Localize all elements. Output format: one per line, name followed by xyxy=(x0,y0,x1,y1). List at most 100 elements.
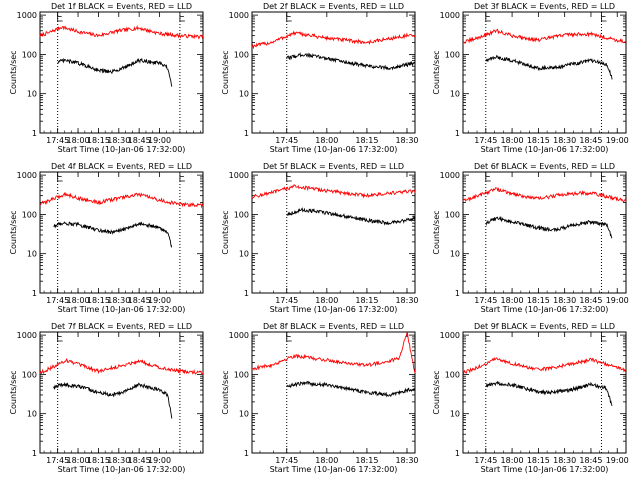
x-tick-label: 18:15 xyxy=(527,136,550,145)
x-tick-label: 18:30 xyxy=(107,136,130,145)
plot-frame xyxy=(39,331,204,454)
x-tick-label: 18:45 xyxy=(579,456,602,465)
chart-panel-2: Det 2f BLACK = Events, RED = LLD 1 10 100 10… xyxy=(221,2,419,154)
y-axis-label: Counts/sec xyxy=(432,50,441,94)
y-tick-label: 1 xyxy=(244,449,249,458)
x-tick-label: 18:00 xyxy=(67,136,90,145)
x-tick-label: 18:45 xyxy=(128,296,151,305)
chart-panel-4: Det 4f BLACK = Events, RED = LLD 1 10 100 10… xyxy=(9,162,204,314)
y-tick-label: 1000 xyxy=(229,11,249,20)
x-axis-label: Start Time (10-Jan-06 17:32:00) xyxy=(58,305,186,314)
series-line-lld xyxy=(462,28,627,45)
series-line-events xyxy=(57,57,173,87)
flag-mark xyxy=(485,11,491,22)
chart-panel-3: Det 3f BLACK = Events, RED = LLD 1 10 100 10… xyxy=(432,2,629,154)
x-tick-label: 18:00 xyxy=(315,136,338,145)
chart-title: Det 8f BLACK = Events, RED = LLD xyxy=(263,322,404,331)
y-tick-label: 10 xyxy=(450,410,460,419)
flag-mark xyxy=(601,171,607,182)
flag-mark xyxy=(485,331,491,342)
x-axis-label: Start Time (10-Jan-06 17:32:00) xyxy=(481,305,609,314)
series-line-lld xyxy=(251,332,416,374)
x-tick-label: 18:30 xyxy=(395,296,418,305)
chart-panel-6: Det 6f BLACK = Events, RED = LLD 1 10 100 10… xyxy=(432,162,629,314)
series-line-events xyxy=(485,215,613,239)
x-tick-label: 19:00 xyxy=(606,136,629,145)
y-axis-label: Counts/sec xyxy=(9,210,18,254)
x-tick-label: 18:45 xyxy=(128,136,151,145)
x-tick-label: 17:45 xyxy=(474,296,497,305)
chart-panel-8: Det 8f BLACK = Events, RED = LLD 1 10 100 10… xyxy=(221,322,419,474)
flag-mark xyxy=(179,331,185,342)
plot-frame xyxy=(462,331,627,454)
series-line-events xyxy=(286,207,416,226)
x-tick-label: 18:00 xyxy=(315,296,338,305)
x-tick-label: 18:00 xyxy=(67,456,90,465)
plot-frame xyxy=(462,11,627,134)
x-tick-label: 18:45 xyxy=(579,136,602,145)
x-tick-label: 18:15 xyxy=(527,296,550,305)
y-tick-label: 100 xyxy=(234,210,249,219)
x-tick-label: 19:00 xyxy=(606,296,629,305)
flag-mark xyxy=(179,171,185,182)
x-tick-label: 18:15 xyxy=(87,136,110,145)
series-line-lld xyxy=(462,187,627,203)
x-tick-label: 18:45 xyxy=(128,456,151,465)
series-line-events xyxy=(53,381,173,419)
x-tick-label: 17:45 xyxy=(275,296,298,305)
x-tick-label: 18:30 xyxy=(553,456,576,465)
y-tick-label: 1 xyxy=(244,289,249,298)
chart-panel-9: Det 9f BLACK = Events, RED = LLD 1 10 100 10… xyxy=(432,322,629,474)
y-tick-label: 100 xyxy=(22,210,37,219)
chart-title: Det 2f BLACK = Events, RED = LLD xyxy=(263,2,404,11)
y-tick-label: 100 xyxy=(234,370,249,379)
y-tick-label: 10 xyxy=(27,250,37,259)
x-tick-label: 18:15 xyxy=(87,296,110,305)
x-tick-label: 18:15 xyxy=(355,296,378,305)
x-axis-label: Start Time (10-Jan-06 17:32:00) xyxy=(270,305,398,314)
series-line-events xyxy=(485,54,613,80)
x-tick-label: 18:00 xyxy=(501,136,524,145)
y-tick-label: 1 xyxy=(455,129,460,138)
flag-mark xyxy=(57,331,63,342)
chart-title: Det 9f BLACK = Events, RED = LLD xyxy=(474,322,615,331)
x-tick-label: 19:00 xyxy=(148,296,171,305)
x-tick-label: 19:00 xyxy=(606,456,629,465)
x-axis-label: Start Time (10-Jan-06 17:32:00) xyxy=(270,465,398,474)
chart-title: Det 1f BLACK = Events, RED = LLD xyxy=(51,2,192,11)
x-tick-label: 18:30 xyxy=(553,296,576,305)
x-tick-label: 18:15 xyxy=(355,136,378,145)
flag-mark xyxy=(57,171,63,182)
y-tick-label: 10 xyxy=(450,250,460,259)
y-tick-label: 1 xyxy=(455,449,460,458)
y-tick-label: 1000 xyxy=(440,11,460,20)
y-tick-label: 1000 xyxy=(229,171,249,180)
plot-frame xyxy=(39,171,204,294)
x-tick-label: 17:45 xyxy=(474,136,497,145)
series-line-lld xyxy=(251,30,416,50)
chart-title: Det 6f BLACK = Events, RED = LLD xyxy=(474,162,615,171)
x-tick-label: 17:45 xyxy=(474,456,497,465)
y-tick-label: 1 xyxy=(32,289,37,298)
chart-panel-5: Det 5f BLACK = Events, RED = LLD 1 10 100 10… xyxy=(221,162,419,314)
y-tick-label: 1 xyxy=(455,289,460,298)
plot-frame xyxy=(251,331,416,454)
x-tick-label: 18:30 xyxy=(553,136,576,145)
series-line-lld xyxy=(39,358,204,376)
y-axis-label: Counts/sec xyxy=(432,210,441,254)
chart-title: Det 4f BLACK = Events, RED = LLD xyxy=(51,162,192,171)
y-tick-label: 1000 xyxy=(440,171,460,180)
chart-title: Det 7f BLACK = Events, RED = LLD xyxy=(51,322,192,331)
y-tick-label: 1000 xyxy=(17,331,37,340)
y-tick-label: 1 xyxy=(32,449,37,458)
x-tick-label: 17:45 xyxy=(275,456,298,465)
y-tick-label: 1 xyxy=(244,129,249,138)
flag-mark xyxy=(601,331,607,342)
y-axis-label: Counts/sec xyxy=(9,50,18,94)
x-tick-label: 17:45 xyxy=(46,456,69,465)
x-tick-label: 18:30 xyxy=(395,456,418,465)
flag-mark xyxy=(286,171,292,182)
plot-frame xyxy=(462,171,627,294)
plot-frame xyxy=(39,11,204,134)
